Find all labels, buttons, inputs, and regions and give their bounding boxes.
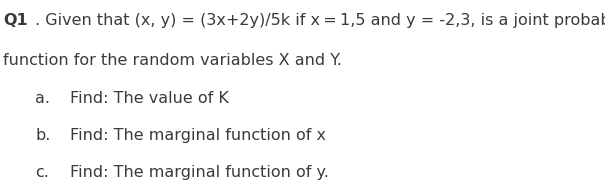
Text: function for the random variables X and Y.: function for the random variables X and … (3, 53, 342, 68)
Text: Find: The marginal function of y.: Find: The marginal function of y. (70, 165, 329, 180)
Text: a.: a. (35, 91, 50, 106)
Text: Find: The value of K: Find: The value of K (70, 91, 229, 106)
Text: Find: The marginal function of x: Find: The marginal function of x (70, 128, 325, 143)
Text: b.: b. (35, 128, 50, 143)
Text: . Given that (x, y) = (3x+2y)/5k if x = 1,5 and y = -2,3, is a joint probability: . Given that (x, y) = (3x+2y)/5k if x = … (35, 13, 605, 28)
Text: Q1: Q1 (3, 13, 28, 28)
Text: c.: c. (35, 165, 49, 180)
